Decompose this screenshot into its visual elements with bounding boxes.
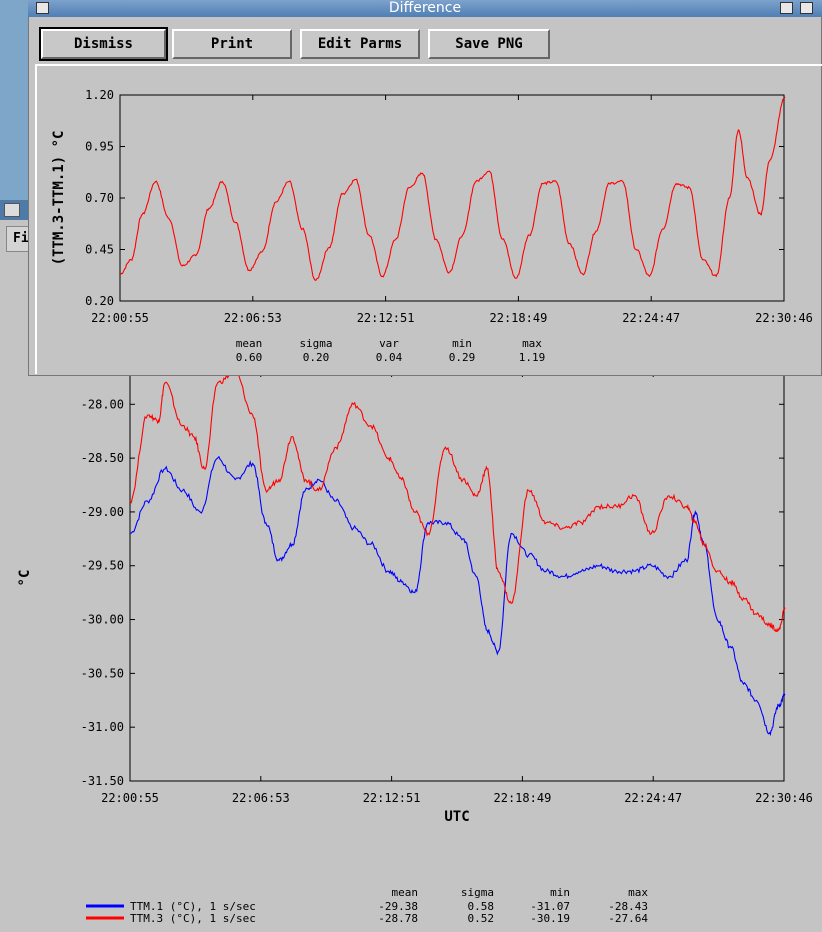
window-menu-icon[interactable] [36, 2, 49, 14]
x-tick-label: 22:00:55 [101, 791, 159, 805]
y-tick-label: -28.50 [81, 451, 124, 465]
plot-frame [129, 371, 785, 782]
x-tick-label: 22:30:46 [755, 791, 813, 805]
series-line [129, 455, 786, 737]
x-tick-label: 22:18:49 [494, 791, 552, 805]
stats-value: 0.29 [449, 351, 476, 364]
y-axis-title: (TTM.3-TTM.1) °C [51, 131, 67, 266]
stats-value: -27.64 [608, 912, 648, 925]
x-tick-label: 22:12:51 [363, 791, 421, 805]
stats-value: 0.58 [468, 900, 495, 913]
x-tick-label: 22:24:47 [622, 311, 680, 325]
difference-titlebar: Difference [28, 0, 822, 17]
stats-header: max [628, 886, 648, 899]
x-tick-label: 22:00:55 [91, 311, 149, 325]
difference-plot-panel [35, 64, 822, 374]
series-line [119, 96, 786, 282]
legend-label: TTM.3 (°C), 1 s/sec [130, 912, 256, 925]
stats-header: sigma [299, 337, 332, 350]
stats-value: -28.43 [608, 900, 648, 913]
minimize-icon[interactable] [780, 2, 793, 14]
y-tick-label: 0.20 [85, 294, 114, 308]
y-tick-label: -29.00 [81, 505, 124, 519]
stats-value: 0.04 [376, 351, 403, 364]
stats-value: -29.38 [378, 900, 418, 913]
stats-header: sigma [461, 886, 494, 899]
maximize-icon[interactable] [800, 2, 813, 14]
y-axis-title: °C [17, 570, 33, 587]
x-tick-label: 22:12:51 [357, 311, 415, 325]
main-window-menu-button[interactable] [4, 203, 20, 217]
stats-header: min [452, 337, 472, 350]
window-title: Difference [388, 0, 462, 16]
stats-header: mean [392, 886, 419, 899]
stats-header: min [550, 886, 570, 899]
x-tick-label: 22:06:53 [224, 311, 282, 325]
x-tick-label: 22:06:53 [232, 791, 290, 805]
stats-header: max [522, 337, 542, 350]
y-tick-label: -30.00 [81, 613, 124, 627]
y-tick-label: 0.45 [85, 243, 114, 257]
stats-value: 0.60 [236, 351, 263, 364]
y-tick-label: -31.50 [81, 774, 124, 788]
dismiss-button[interactable]: Dismiss [39, 27, 168, 61]
difference-chart: 0.20 0.45 0.70 0.95 1.20 22:00:55 22:06:53 22:1… [51, 88, 813, 364]
y-tick-label: 1.20 [85, 88, 114, 102]
legend-label: TTM.1 (°C), 1 s/sec [130, 900, 256, 913]
y-tick-label: -30.50 [81, 666, 124, 680]
stats-header: var [379, 337, 399, 350]
y-tick-label: 0.95 [85, 140, 114, 154]
stats-value: -28.78 [378, 912, 418, 925]
stats-value: 0.52 [468, 912, 495, 925]
x-tick-label: 22:30:46 [755, 311, 813, 325]
stats-value: 0.20 [303, 351, 330, 364]
x-tick-label: 22:18:49 [490, 311, 548, 325]
y-tick-label: -29.50 [81, 559, 124, 573]
save-png-button[interactable]: Save PNG [428, 29, 550, 59]
edit-parms-button[interactable]: Edit Parms [300, 29, 420, 59]
stats-value: -31.07 [530, 900, 570, 913]
stats-value: -30.19 [530, 912, 570, 925]
y-tick-label: -31.00 [81, 720, 124, 734]
x-axis-title: UTC [444, 809, 469, 825]
x-tick-label: 22:24:47 [624, 791, 682, 805]
y-tick-label: -28.00 [81, 397, 124, 411]
stats-header: mean [236, 337, 263, 350]
y-tick-label: 0.70 [85, 191, 114, 205]
print-button[interactable]: Print [172, 29, 292, 59]
stats-value: 1.19 [519, 351, 546, 364]
series-line [129, 369, 786, 633]
